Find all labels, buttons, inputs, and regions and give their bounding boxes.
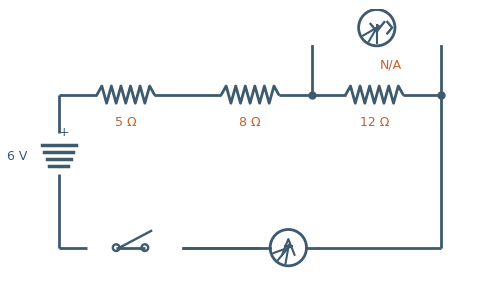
Text: N/A: N/A [379, 59, 401, 72]
Text: +: + [58, 126, 69, 139]
Text: 5 Ω: 5 Ω [115, 116, 136, 129]
Text: 6 V: 6 V [7, 150, 28, 163]
Text: 12 Ω: 12 Ω [359, 116, 388, 129]
Text: 8 Ω: 8 Ω [239, 116, 260, 129]
